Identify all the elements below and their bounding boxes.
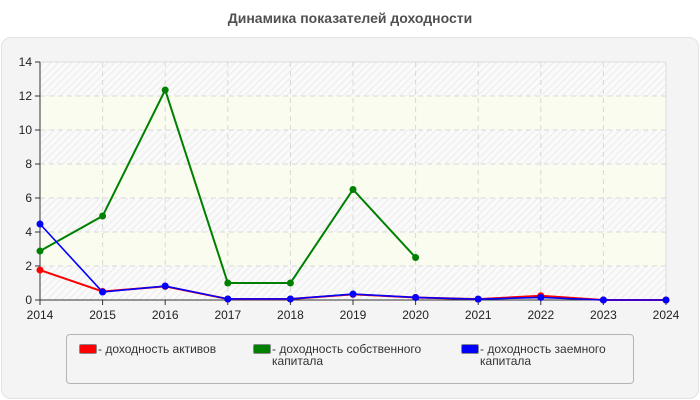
- series-#008000: [36, 86, 420, 287]
- legend-label: - доходность собственного капитала: [272, 342, 422, 368]
- legend-swatch-blue: [461, 344, 479, 354]
- svg-text:0: 0: [25, 293, 32, 307]
- svg-text:2014: 2014: [27, 308, 54, 322]
- svg-text:2021: 2021: [465, 308, 492, 322]
- axes: 0 2 4 6 8 10 12 14 2014 2015 2016 2017 2018 2019 2020 2…: [19, 55, 680, 322]
- svg-text:2017: 2017: [214, 308, 241, 322]
- svg-text:2022: 2022: [527, 308, 554, 322]
- svg-text:2020: 2020: [402, 308, 429, 322]
- svg-text:2024: 2024: [653, 308, 680, 322]
- svg-text:4: 4: [25, 225, 32, 239]
- svg-text:2018: 2018: [277, 308, 304, 322]
- legend-swatch-red: [79, 344, 97, 354]
- legend-swatch-green: [253, 344, 271, 354]
- legend-label: - доходность активов: [98, 342, 217, 356]
- svg-text:10: 10: [19, 123, 33, 137]
- legend: - доходность активов - доходность собств…: [66, 334, 634, 384]
- svg-text:14: 14: [19, 55, 33, 69]
- series-#0000ff: [36, 220, 670, 304]
- svg-text:2023: 2023: [590, 308, 617, 322]
- svg-text:8: 8: [25, 157, 32, 171]
- legend-label: - доходность заемного капитала: [480, 342, 606, 368]
- svg-text:2016: 2016: [152, 308, 179, 322]
- svg-text:2: 2: [25, 259, 32, 273]
- svg-text:12: 12: [19, 89, 33, 103]
- chart-title: Динамика показателей доходности: [227, 10, 473, 26]
- data-series: [36, 86, 670, 304]
- svg-text:6: 6: [25, 191, 32, 205]
- svg-text:2015: 2015: [89, 308, 116, 322]
- svg-text:2019: 2019: [340, 308, 367, 322]
